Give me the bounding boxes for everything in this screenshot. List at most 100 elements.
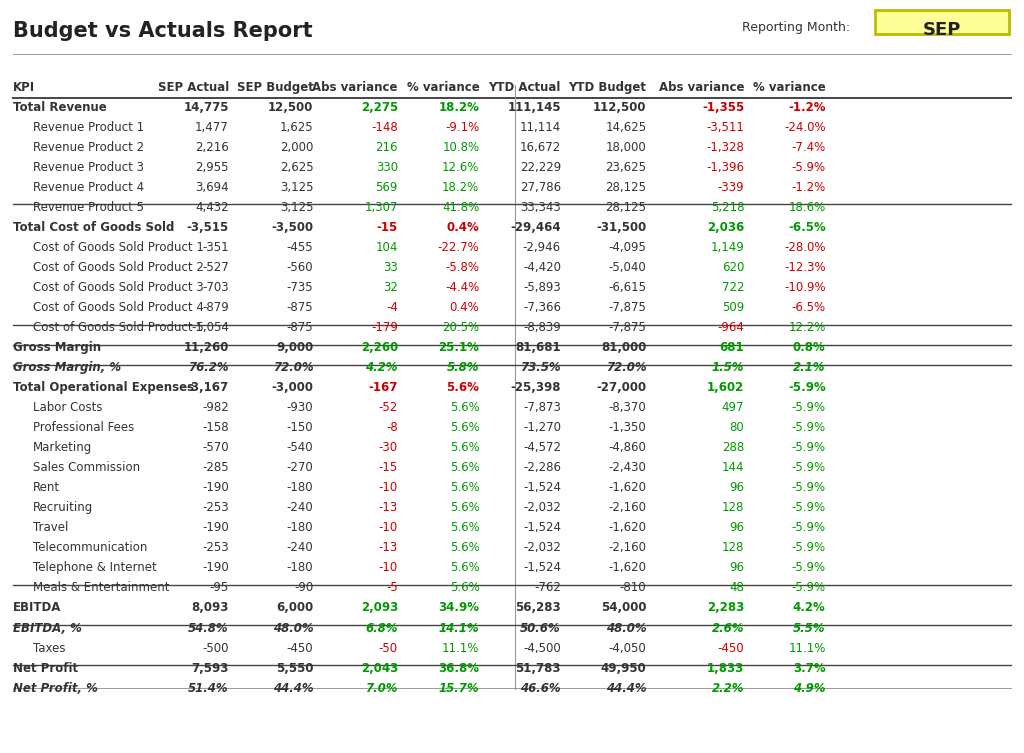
Text: -10: -10 [379, 481, 398, 494]
Text: Gross Margin: Gross Margin [13, 341, 101, 354]
Text: -3,515: -3,515 [186, 221, 229, 234]
Text: 2.2%: 2.2% [712, 681, 744, 694]
Text: -964: -964 [718, 321, 744, 334]
Text: -339: -339 [718, 181, 744, 194]
Text: EBITDA: EBITDA [13, 602, 61, 614]
Text: SEP: SEP [923, 22, 961, 39]
Text: 76.2%: 76.2% [188, 361, 229, 374]
Text: -190: -190 [202, 562, 229, 575]
Text: 81,681: 81,681 [515, 341, 561, 354]
Text: -5.9%: -5.9% [792, 521, 825, 535]
Text: 4.9%: 4.9% [794, 681, 825, 694]
Text: 14,775: 14,775 [183, 101, 229, 114]
Text: SEP Budget: SEP Budget [237, 81, 313, 94]
Text: Sales Commission: Sales Commission [34, 462, 140, 474]
Text: 10.8%: 10.8% [442, 141, 479, 154]
Text: -7.4%: -7.4% [792, 141, 825, 154]
Text: -29,464: -29,464 [510, 221, 561, 234]
Text: -50: -50 [379, 642, 398, 654]
Text: Cost of Goods Sold Product 5: Cost of Goods Sold Product 5 [34, 321, 204, 334]
Text: -5.9%: -5.9% [792, 401, 825, 414]
Text: 0.8%: 0.8% [793, 341, 825, 354]
Text: -150: -150 [287, 421, 313, 434]
Text: -6,615: -6,615 [608, 281, 646, 294]
Text: Total Cost of Goods Sold: Total Cost of Goods Sold [13, 221, 174, 234]
Text: -5,893: -5,893 [523, 281, 561, 294]
Text: 111,145: 111,145 [507, 101, 561, 114]
Text: 2,283: 2,283 [707, 602, 744, 614]
Text: -1,524: -1,524 [523, 562, 561, 575]
Text: -253: -253 [203, 541, 229, 554]
Text: EBITDA, %: EBITDA, % [13, 621, 82, 635]
Text: Revenue Product 3: Revenue Product 3 [34, 161, 144, 174]
Text: -28.0%: -28.0% [784, 241, 825, 254]
Text: 81,000: 81,000 [601, 341, 646, 354]
Text: 14,625: 14,625 [605, 120, 646, 134]
Text: -527: -527 [202, 261, 229, 274]
Text: -24.0%: -24.0% [784, 120, 825, 134]
Text: Telecommunication: Telecommunication [34, 541, 147, 554]
Text: -982: -982 [202, 401, 229, 414]
Text: 72.0%: 72.0% [272, 361, 313, 374]
Text: 5,550: 5,550 [275, 662, 313, 675]
Text: -52: -52 [379, 401, 398, 414]
Text: Recruiting: Recruiting [34, 501, 93, 514]
Text: -1,524: -1,524 [523, 521, 561, 535]
Text: Gross Margin, %: Gross Margin, % [13, 361, 121, 374]
Text: 2,955: 2,955 [196, 161, 229, 174]
Text: -1,396: -1,396 [707, 161, 744, 174]
Text: -12.3%: -12.3% [784, 261, 825, 274]
Text: -450: -450 [718, 642, 744, 654]
Text: -5,040: -5,040 [608, 261, 646, 274]
Text: -762: -762 [534, 581, 561, 594]
Text: 722: 722 [722, 281, 744, 294]
Text: -5.9%: -5.9% [792, 462, 825, 474]
Text: 96: 96 [729, 481, 744, 494]
Text: 56,283: 56,283 [515, 602, 561, 614]
Text: 6,000: 6,000 [276, 602, 313, 614]
Text: Rent: Rent [34, 481, 60, 494]
Text: 3,694: 3,694 [196, 181, 229, 194]
Text: -2,430: -2,430 [608, 462, 646, 474]
Text: -15: -15 [377, 221, 398, 234]
Text: Budget vs Actuals Report: Budget vs Actuals Report [13, 22, 312, 41]
Text: -4,572: -4,572 [523, 441, 561, 454]
Text: 14.1%: 14.1% [439, 621, 479, 635]
Text: 5.5%: 5.5% [794, 621, 825, 635]
Text: 3,125: 3,125 [280, 181, 313, 194]
Text: 44.4%: 44.4% [272, 681, 313, 694]
Text: 16,672: 16,672 [519, 141, 561, 154]
Text: 5.6%: 5.6% [446, 381, 479, 394]
Text: 4,432: 4,432 [196, 201, 229, 214]
Text: -3,500: -3,500 [271, 221, 313, 234]
Text: -7,873: -7,873 [523, 401, 561, 414]
Text: 128: 128 [722, 501, 744, 514]
Text: 48.0%: 48.0% [606, 621, 646, 635]
Text: -10: -10 [379, 562, 398, 575]
Text: 11,260: 11,260 [183, 341, 229, 354]
Text: -500: -500 [203, 642, 229, 654]
Text: -90: -90 [294, 581, 313, 594]
Text: 5.8%: 5.8% [446, 361, 479, 374]
Text: 1,833: 1,833 [707, 662, 744, 675]
Text: Marketing: Marketing [34, 441, 92, 454]
Text: 2,275: 2,275 [360, 101, 398, 114]
Text: -285: -285 [203, 462, 229, 474]
Text: 7,593: 7,593 [191, 662, 229, 675]
Text: -167: -167 [369, 381, 398, 394]
Text: 509: 509 [722, 301, 744, 314]
Text: 288: 288 [722, 441, 744, 454]
Text: -1,270: -1,270 [523, 421, 561, 434]
Text: 15.7%: 15.7% [439, 681, 479, 694]
Text: 330: 330 [376, 161, 398, 174]
Text: -5.9%: -5.9% [792, 562, 825, 575]
Text: 569: 569 [376, 181, 398, 194]
Text: -875: -875 [287, 301, 313, 314]
Text: 4.2%: 4.2% [366, 361, 398, 374]
Text: Travel: Travel [34, 521, 69, 535]
Text: 3,125: 3,125 [280, 201, 313, 214]
Text: 2,036: 2,036 [707, 221, 744, 234]
Text: 2,625: 2,625 [280, 161, 313, 174]
Text: -2,032: -2,032 [523, 501, 561, 514]
Text: 96: 96 [729, 521, 744, 535]
